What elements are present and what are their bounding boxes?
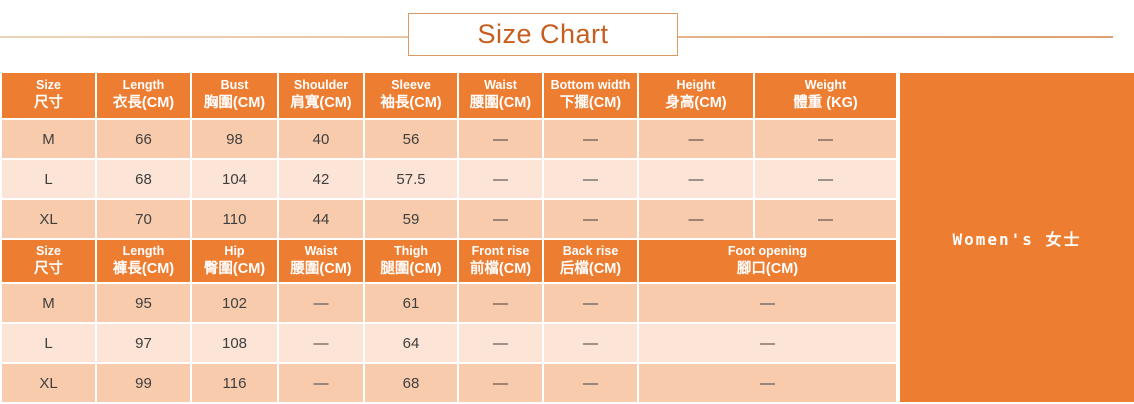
value-cell: 110	[192, 200, 277, 239]
value-cell: —	[544, 120, 637, 159]
value-cell: 56	[365, 120, 457, 159]
value-cell: 108	[192, 324, 277, 363]
value-cell: 70	[97, 200, 190, 239]
tops-header-row: Size 尺寸 Length 衣長(CM) Bust 胸圍(CM) Shoulder 肩…	[2, 73, 896, 119]
header-cell-thigh: Thigh 腿圍(CM)	[365, 240, 457, 283]
value-cell: —	[544, 364, 637, 402]
value-cell: 99	[97, 364, 190, 402]
value-cell: —	[639, 324, 896, 363]
value-cell: —	[459, 120, 542, 159]
value-cell: 44	[279, 200, 363, 239]
header-cell-front-rise: Front rise 前檔(CM)	[459, 240, 542, 283]
header-cell-waist: Waist 腰圍(CM)	[279, 240, 363, 283]
value-cell: 68	[365, 364, 457, 402]
value-cell: —	[639, 120, 753, 159]
value-cell: —	[639, 160, 753, 199]
tops-row-l: L 68 104 42 57.5 — — — —	[2, 160, 896, 199]
value-cell: 68	[97, 160, 190, 199]
value-cell: —	[279, 324, 363, 363]
header-cell-waist: Waist 腰圍(CM)	[459, 73, 542, 119]
value-cell: —	[639, 364, 896, 402]
size-cell: XL	[2, 200, 95, 239]
value-cell: 102	[192, 284, 277, 323]
value-cell: —	[755, 120, 896, 159]
header-cell-size: Size 尺寸	[2, 240, 95, 283]
value-cell: 104	[192, 160, 277, 199]
value-cell: 61	[365, 284, 457, 323]
header-cell-size: Size 尺寸	[2, 73, 95, 119]
value-cell: 97	[97, 324, 190, 363]
header-cell-bottom-width: Bottom width 下擺(CM)	[544, 73, 637, 119]
value-cell: —	[459, 284, 542, 323]
bottoms-row-l: L 97 108 — 64 — — —	[2, 324, 896, 363]
value-cell: —	[544, 200, 637, 239]
header-cell-sleeve: Sleeve 袖長(CM)	[365, 73, 457, 119]
header-cell-weight: Weight 體重 (KG)	[755, 73, 896, 119]
size-table: Size 尺寸 Length 衣長(CM) Bust 胸圍(CM) Shoulder 肩…	[0, 71, 898, 404]
size-cell: L	[2, 160, 95, 199]
value-cell: 116	[192, 364, 277, 402]
size-chart-content: Size 尺寸 Length 衣長(CM) Bust 胸圍(CM) Shoulder 肩…	[0, 71, 1134, 404]
header-cell-foot-opening: Foot opening 腳口(CM)	[639, 240, 896, 283]
value-cell: 40	[279, 120, 363, 159]
header-cell-length: Length 衣長(CM)	[97, 73, 190, 119]
value-cell: —	[544, 324, 637, 363]
tops-row-xl: XL 70 110 44 59 — — — —	[2, 200, 896, 239]
header-cell-hip: Hip 臀圍(CM)	[192, 240, 277, 283]
header-cell-height: Height 身高(CM)	[639, 73, 753, 119]
bottoms-row-m: M 95 102 — 61 — — —	[2, 284, 896, 323]
value-cell: —	[459, 324, 542, 363]
size-cell: XL	[2, 364, 95, 402]
value-cell: —	[755, 200, 896, 239]
value-cell: 59	[365, 200, 457, 239]
header-cell-length: Length 褲長(CM)	[97, 240, 190, 283]
value-cell: 64	[365, 324, 457, 363]
header-cell-shoulder: Shoulder 肩寬(CM)	[279, 73, 363, 119]
value-cell: —	[459, 160, 542, 199]
bottoms-row-xl: XL 99 116 — 68 — — —	[2, 364, 896, 402]
size-cell: M	[2, 120, 95, 159]
bottoms-header-row: Size 尺寸 Length 褲長(CM) Hip 臀圍(CM) Waist 腰圍(CM…	[2, 240, 896, 283]
size-cell: M	[2, 284, 95, 323]
category-panel: Women's 女士	[900, 73, 1134, 402]
value-cell: 95	[97, 284, 190, 323]
page-title-text: Size Chart	[477, 19, 609, 49]
value-cell: —	[755, 160, 896, 199]
category-label: Women's 女士	[952, 229, 1082, 249]
value-cell: —	[279, 284, 363, 323]
value-cell: —	[639, 200, 753, 239]
value-cell: 98	[192, 120, 277, 159]
header-cell-back-rise: Back rise 后檔(CM)	[544, 240, 637, 283]
value-cell: —	[639, 284, 896, 323]
value-cell: 57.5	[365, 160, 457, 199]
value-cell: —	[279, 364, 363, 402]
value-cell: —	[544, 160, 637, 199]
value-cell: —	[459, 364, 542, 402]
page-title: Size Chart	[408, 13, 678, 56]
tops-row-m: M 66 98 40 56 — — — —	[2, 120, 896, 159]
value-cell: 66	[97, 120, 190, 159]
value-cell: 42	[279, 160, 363, 199]
value-cell: —	[544, 284, 637, 323]
size-cell: L	[2, 324, 95, 363]
header-cell-bust: Bust 胸圍(CM)	[192, 73, 277, 119]
value-cell: —	[459, 200, 542, 239]
